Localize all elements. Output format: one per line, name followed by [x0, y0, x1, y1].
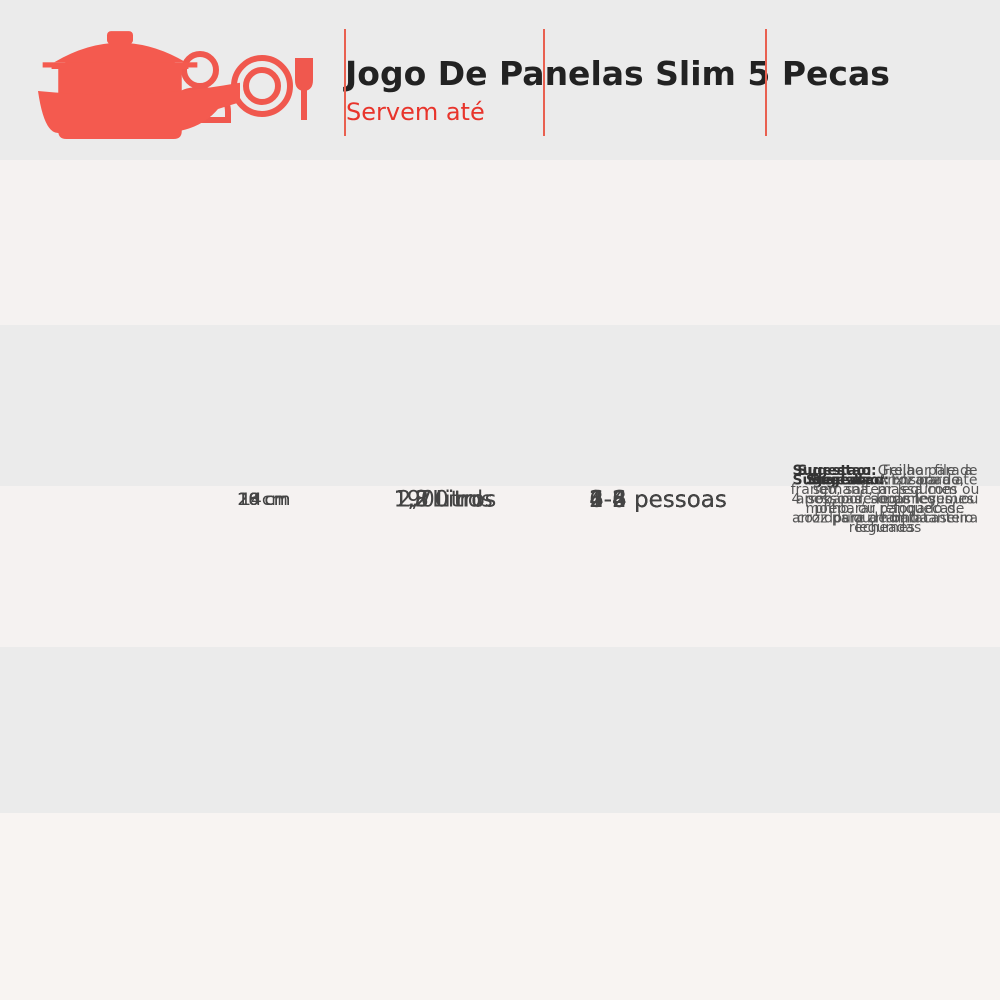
- subtitle: Servem até: [346, 98, 485, 126]
- suggestion: Sugestao: Feijao para a semana, massa com…: [790, 462, 980, 538]
- volume: 1,2 Litros: [393, 487, 497, 513]
- serves: 2-4 pessoas: [589, 487, 727, 513]
- suggestion-text: Feijao para a semana, massa com molho, o…: [805, 463, 973, 536]
- row: 20 cm 1,2 Litros 2-4 pessoas Sugestao: Grelh…: [0, 29, 1000, 813]
- row: 20 cm 2,7Litros 6-8 pessoas Sugestao: Ensopa…: [0, 28, 1000, 647]
- pot-rim: [42, 62, 198, 68]
- suggestion: Sugestao: xicara de arroz, porcao de legu…: [790, 472, 980, 529]
- separator: [543, 29, 545, 137]
- pot-knob: [107, 31, 133, 45]
- size: 20 cm: [237, 490, 291, 510]
- suggestion-label: Sugestao:: [792, 472, 872, 489]
- size: 16 cm: [237, 490, 291, 510]
- suggestion-label: Sugestao:: [809, 472, 890, 489]
- volume: 900 ml: [406, 487, 484, 513]
- serves: 4-6 pessoas: [589, 487, 727, 513]
- suggestion-label: Sugestao:: [805, 472, 886, 489]
- suggestion-text: Ensopado, sopao de legumes, ou arroz par…: [791, 472, 979, 527]
- row: 16 cm 1,2 Litros 2-4 pessoas Sugestao: Arroz…: [0, 29, 1000, 526]
- suggestion-text: xicara de arroz, porcao de legumes cozid…: [795, 472, 975, 527]
- suggestion: Sugestao: Arroz para ate 4 pessoas, sopas…: [790, 472, 980, 529]
- pot-lid: [54, 42, 186, 63]
- separator: [765, 29, 767, 137]
- suggestion-label: Sugestao:: [792, 463, 872, 480]
- size: 20 cm: [237, 490, 291, 510]
- row: 18 cm 1,8 Litros 4-6 pessoas Sugestao: Feija…: [0, 28, 1000, 536]
- serves: 1-2 pessoas: [589, 487, 727, 513]
- size: 18 cm: [237, 490, 291, 510]
- size: 14cm: [240, 490, 288, 510]
- suggestion: Sugestao: Grelhar file de frango, saltear…: [790, 462, 980, 538]
- volume: 2,7Litros: [397, 487, 493, 513]
- suggestion: Sugestao: Ensopado, sopao de legumes, ou …: [790, 472, 980, 529]
- suggestion-label: Sugestao:: [797, 463, 877, 480]
- serves: 2-4 pessoas: [589, 487, 727, 513]
- suggestion-text: Arroz para ate 4 pessoas, sopas leves, o…: [791, 472, 979, 527]
- volume: 1,8 Litros: [393, 487, 497, 513]
- volume: 1,2 Litros: [393, 487, 497, 513]
- pan: [38, 82, 240, 133]
- suggestion-text: Grelhar file de frango, saltear legumes …: [790, 463, 980, 536]
- serves: 6-8 pessoas: [589, 487, 727, 513]
- separator: [344, 29, 346, 137]
- title: Jogo De Panelas Slim 5 Pecas: [345, 54, 890, 93]
- cookware-icon: [38, 82, 240, 133]
